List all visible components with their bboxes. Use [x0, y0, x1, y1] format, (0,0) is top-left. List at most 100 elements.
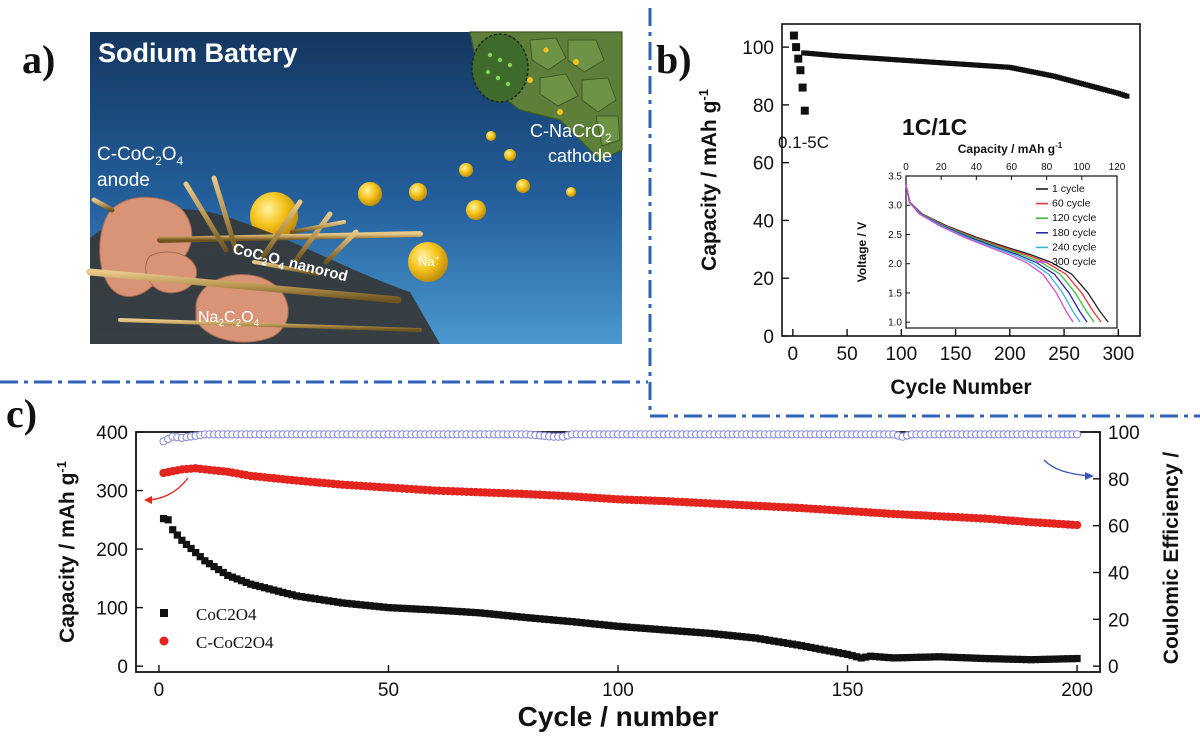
coc2o4-point: [839, 649, 847, 658]
y2-tick-label-c: 80: [1108, 470, 1129, 491]
coc2o4-point: [453, 607, 461, 616]
schematic-panel: Sodium Battery C-CoC2O4 anode C-NaCrO2 c…: [86, 31, 623, 344]
rate-annotation: 1C/1C: [902, 114, 967, 140]
coc2o4-point: [582, 619, 590, 627]
coc2o4-point: [192, 548, 200, 557]
coc2o4-point: [917, 653, 925, 661]
legend-label-main: C-CoC: [196, 633, 244, 652]
coc2o4-point: [237, 577, 246, 585]
coc2o4-point: [586, 619, 595, 628]
coc2o4-point: [853, 653, 861, 661]
coc2o4-point: [862, 653, 870, 661]
coc2o4-point: [527, 614, 535, 622]
coc2o4-point: [435, 606, 443, 614]
coc2o4-point: [618, 623, 627, 631]
coc2o4-point: [779, 639, 787, 647]
x-tick-label-b: 50: [837, 344, 858, 365]
coc2o4-point: [614, 622, 622, 630]
coc2o4-point: [389, 604, 397, 612]
inset-x-tick-label: 60: [1006, 162, 1018, 173]
coc2o4-point: [986, 655, 994, 663]
coc2o4-point: [733, 632, 741, 640]
coc2o4-point: [256, 582, 264, 591]
x-tick-label-b: 300: [1102, 344, 1134, 365]
coc2o4-point: [935, 653, 943, 661]
coc2o4-point: [164, 516, 172, 524]
coc2o4-point: [536, 615, 544, 623]
coc2o4-point: [894, 654, 902, 662]
cathode-label: C-NaCrO2: [530, 121, 612, 145]
coc2o4-point: [724, 631, 732, 639]
coc2o4-point: [637, 624, 645, 632]
y-axis-label-b: Capacity / mAh g-1: [696, 89, 721, 271]
coc2o4-point: [242, 578, 250, 587]
coc2o4-point: [550, 616, 558, 624]
coc2o4-point: [439, 606, 448, 615]
coc2o4-point: [357, 601, 365, 609]
panel-label-b: b): [656, 37, 692, 82]
rate-test-annotation: 0.1-5C: [778, 133, 829, 152]
coc2o4-point: [931, 653, 939, 661]
coc2o4-point: [678, 627, 686, 635]
coc2o4-point: [729, 632, 737, 640]
coc2o4-point: [366, 602, 374, 610]
left-axis-arrow: [145, 477, 189, 501]
y-axis-label-c-sup: -1: [54, 461, 69, 473]
coc2o4-point: [784, 639, 792, 647]
coc2o4-point: [1050, 655, 1058, 663]
coc2o4-point: [1045, 655, 1054, 663]
coc2o4-point: [540, 615, 549, 623]
coc2o4-point: [1009, 655, 1017, 663]
legend-label-sub1: 2: [227, 605, 236, 624]
schematic-title: Sodium Battery: [98, 38, 298, 68]
coc2o4-point: [876, 653, 884, 661]
coc2o4-point: [573, 618, 581, 626]
coc2o4-point: [972, 654, 980, 662]
coc2o4-point: [802, 642, 810, 651]
coc2o4-point: [485, 610, 494, 618]
coc2o4-point: [417, 605, 425, 613]
y-axis-label-c: Capacity / mAh g-1: [54, 461, 79, 643]
x-tick-label-c: 150: [832, 680, 864, 701]
coc2o4-point: [288, 591, 296, 599]
nanorods: [86, 175, 423, 332]
inset-y-tick-label: 2.0: [888, 259, 902, 270]
x-axis-label-b: Cycle Number: [890, 376, 1031, 399]
rate-test-point: [798, 83, 807, 92]
coc2o4-point: [210, 563, 218, 571]
x-tick-label-b: 250: [1048, 344, 1080, 365]
panel-dividers: [0, 8, 1200, 418]
coc2o4-point: [384, 604, 393, 612]
coc2o4-point: [843, 650, 852, 659]
coc2o4-point: [967, 654, 976, 662]
coc2o4-point: [316, 595, 324, 604]
x-tick-label-c: 200: [1061, 680, 1093, 701]
rate-test-point: [792, 43, 801, 52]
coc2o4-point: [224, 571, 232, 580]
x-tick-label-b: 200: [994, 344, 1026, 365]
y-tick-label-b: 100: [742, 38, 774, 59]
coc2o4-point: [981, 654, 989, 663]
coc2o4-point: [568, 618, 576, 626]
inset-legend-label: 120 cycle: [1052, 212, 1097, 224]
coc2o4-point: [1004, 655, 1012, 663]
coc2o4-point: [472, 608, 480, 617]
coc2o4-point: [279, 588, 287, 596]
coc2o4-point: [201, 557, 209, 565]
coc2o4-point: [765, 636, 774, 644]
coc2o4-point: [848, 652, 856, 660]
x-tick-label-b: 0: [788, 344, 799, 365]
coc2o4-point: [348, 600, 356, 608]
coc2o4-point: [522, 613, 530, 622]
inset-y-tick-label: 1.5: [888, 288, 902, 299]
coc2o4-point: [1059, 655, 1067, 663]
coc2o4-point: [371, 602, 379, 610]
coc2o4-point: [320, 596, 328, 604]
coc2o4-point: [187, 544, 195, 553]
coc2o4-point: [628, 623, 636, 631]
coc2o4-point: [697, 629, 705, 637]
coc2o4-point: [857, 654, 865, 662]
y-tick-label-b: 80: [753, 96, 774, 117]
legend-marker-c-coc2o4: [159, 636, 169, 646]
